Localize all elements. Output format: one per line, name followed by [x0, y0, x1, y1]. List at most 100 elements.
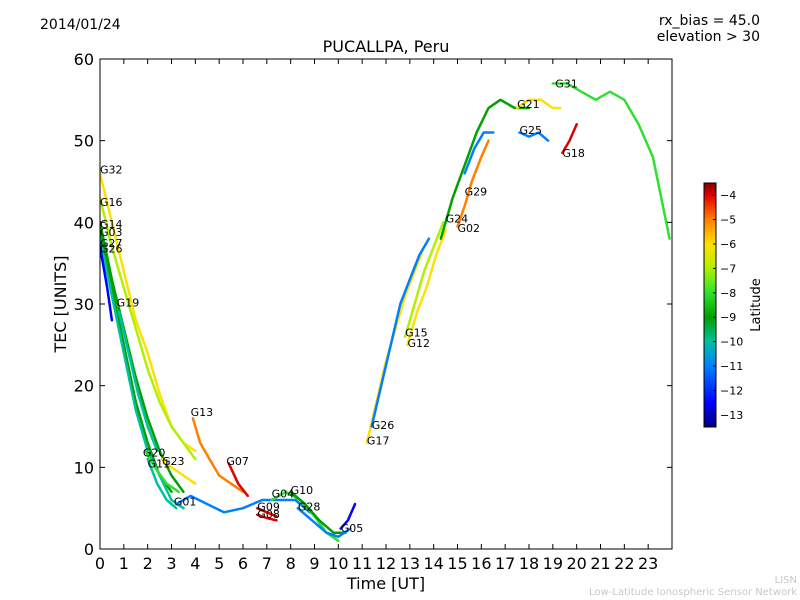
colorbar-tick-label: −4: [720, 189, 736, 202]
series-line-G10: [289, 490, 347, 534]
colorbar-tick-label: −11: [720, 360, 743, 373]
x-tick-label: 9: [309, 554, 319, 573]
series-line-G09: [256, 506, 278, 518]
series-line-G31: [551, 82, 671, 240]
satellite-label: G17: [367, 434, 390, 447]
colorbar-label: Latitude: [749, 278, 764, 332]
series-line-G16: [100, 196, 197, 461]
y-tick-label: 50: [74, 132, 94, 151]
x-tick-label: 1: [119, 554, 129, 573]
satellite-label: G29: [465, 185, 488, 198]
x-axis-label: Time [UT]: [346, 574, 425, 593]
series-layer: [100, 82, 671, 543]
series-line-G11: [146, 457, 178, 510]
series-line-G26: [100, 245, 114, 322]
x-tick-label: 4: [190, 554, 200, 573]
series-line-G29: [463, 131, 495, 175]
series-line-G27: [100, 237, 185, 510]
satellite-label: G12: [407, 337, 430, 350]
colorbar-tick-label: −8: [720, 287, 736, 300]
settings-info: rx_bias = 45.0 elevation > 30: [657, 13, 760, 45]
colorbar-tick-label: −9: [720, 311, 736, 324]
series-line-G25: [518, 131, 550, 142]
x-tick-label: 12: [376, 554, 396, 573]
colorbar-tick-label: −12: [720, 384, 743, 397]
x-tick-label: 7: [262, 554, 272, 573]
x-tick-label: 13: [400, 554, 420, 573]
satellite-label: G21: [517, 98, 540, 111]
satellite-label: G02: [458, 222, 481, 235]
satellite-label: G25: [519, 124, 542, 137]
series-line-G08: [256, 513, 278, 522]
date-label: 2014/01/24: [40, 17, 121, 33]
satellite-label: G10: [291, 484, 314, 497]
x-tick-label: 3: [166, 554, 176, 573]
satellite-label: G20: [143, 447, 166, 460]
x-tick-label: 17: [495, 554, 515, 573]
x-tick-label: 20: [566, 554, 586, 573]
series-line-G05: [339, 502, 357, 530]
footer-lisn: LISN: [774, 575, 797, 586]
satellite-label: G05: [341, 522, 364, 535]
series-line-G14: [100, 221, 185, 494]
satellite-label: G23: [162, 455, 185, 468]
y-tick-label: 20: [74, 377, 94, 396]
satellite-label: G31: [555, 78, 578, 91]
y-axis-label: TEC [UNITS]: [51, 256, 70, 354]
x-tick-label: 19: [543, 554, 563, 573]
x-tick-label: 11: [352, 554, 372, 573]
satellite-label: G09: [257, 501, 280, 514]
elevation-label: elevation > 30: [656, 29, 760, 45]
x-tick-label: 22: [614, 554, 634, 573]
footer: LISN Low-Latitude Ionospheric Sensor Net…: [589, 575, 797, 599]
x-tick-label: 16: [471, 554, 491, 573]
x-tick-label: 14: [423, 554, 443, 573]
y-tick-label: 30: [74, 295, 94, 314]
satellite-label-layer: G32G16G14G03G27G26G19G20G11G23G13G07G01G…: [100, 78, 585, 535]
series-line-G28: [296, 506, 352, 539]
colorbar-tick-label: −13: [720, 409, 743, 422]
satellite-label: G18: [562, 147, 585, 160]
y-tick-label: 60: [74, 50, 94, 69]
x-tick-label: 15: [447, 554, 467, 573]
rx-bias-label: rx_bias = 45.0: [658, 13, 760, 29]
satellite-label: G32: [100, 163, 123, 176]
series-line-G24: [439, 98, 531, 240]
satellite-label: G11: [148, 457, 171, 470]
satellite-label: G14: [100, 218, 123, 231]
x-tick-label: 23: [638, 554, 658, 573]
satellite-label: G26: [372, 419, 395, 432]
satellite-label: G04: [272, 487, 295, 500]
colorbar-ticks: −13 −12 −11 −10 −9 −8 −7 −6 −5 −4: [713, 189, 743, 422]
x-tick-label: 8: [286, 554, 296, 573]
satellite-label: G26: [100, 242, 123, 255]
satellite-label: G19: [117, 296, 140, 309]
series-line-G20: [144, 449, 180, 494]
series-line-G13: [191, 417, 245, 494]
satellite-label: G07: [226, 455, 249, 468]
x-tick-label: 2: [143, 554, 153, 573]
satellite-label: G24: [446, 212, 469, 225]
satellite-label: G16: [100, 196, 123, 209]
satellite-label: G15: [405, 327, 428, 340]
series-line-G26: [370, 237, 431, 428]
x-tick-label: 18: [519, 554, 539, 573]
series-line-G01: [175, 494, 311, 514]
axis-ticks: 0 1 2 3 4 5 6 7 8 9 10 11 12 13 14 15 16 17 18 19 20 21 22 2301…: [74, 50, 672, 573]
series-line-G02: [456, 139, 490, 228]
x-tick-label: 5: [214, 554, 224, 573]
colorbar-tick-label: −10: [720, 336, 743, 349]
colorbar-tick-label: −5: [720, 214, 736, 227]
satellite-label: G27: [100, 237, 123, 250]
x-tick-label: 10: [328, 554, 348, 573]
colorbar-tick-label: −6: [720, 238, 736, 251]
y-tick-label: 40: [74, 213, 94, 232]
series-line-G12: [406, 229, 447, 347]
series-line-G07: [227, 462, 250, 498]
y-tick-label: 10: [74, 458, 94, 477]
series-line-G19: [117, 310, 159, 453]
x-tick-label: 0: [95, 554, 105, 573]
x-tick-label: 6: [238, 554, 248, 573]
satellite-label: G08: [257, 508, 280, 521]
